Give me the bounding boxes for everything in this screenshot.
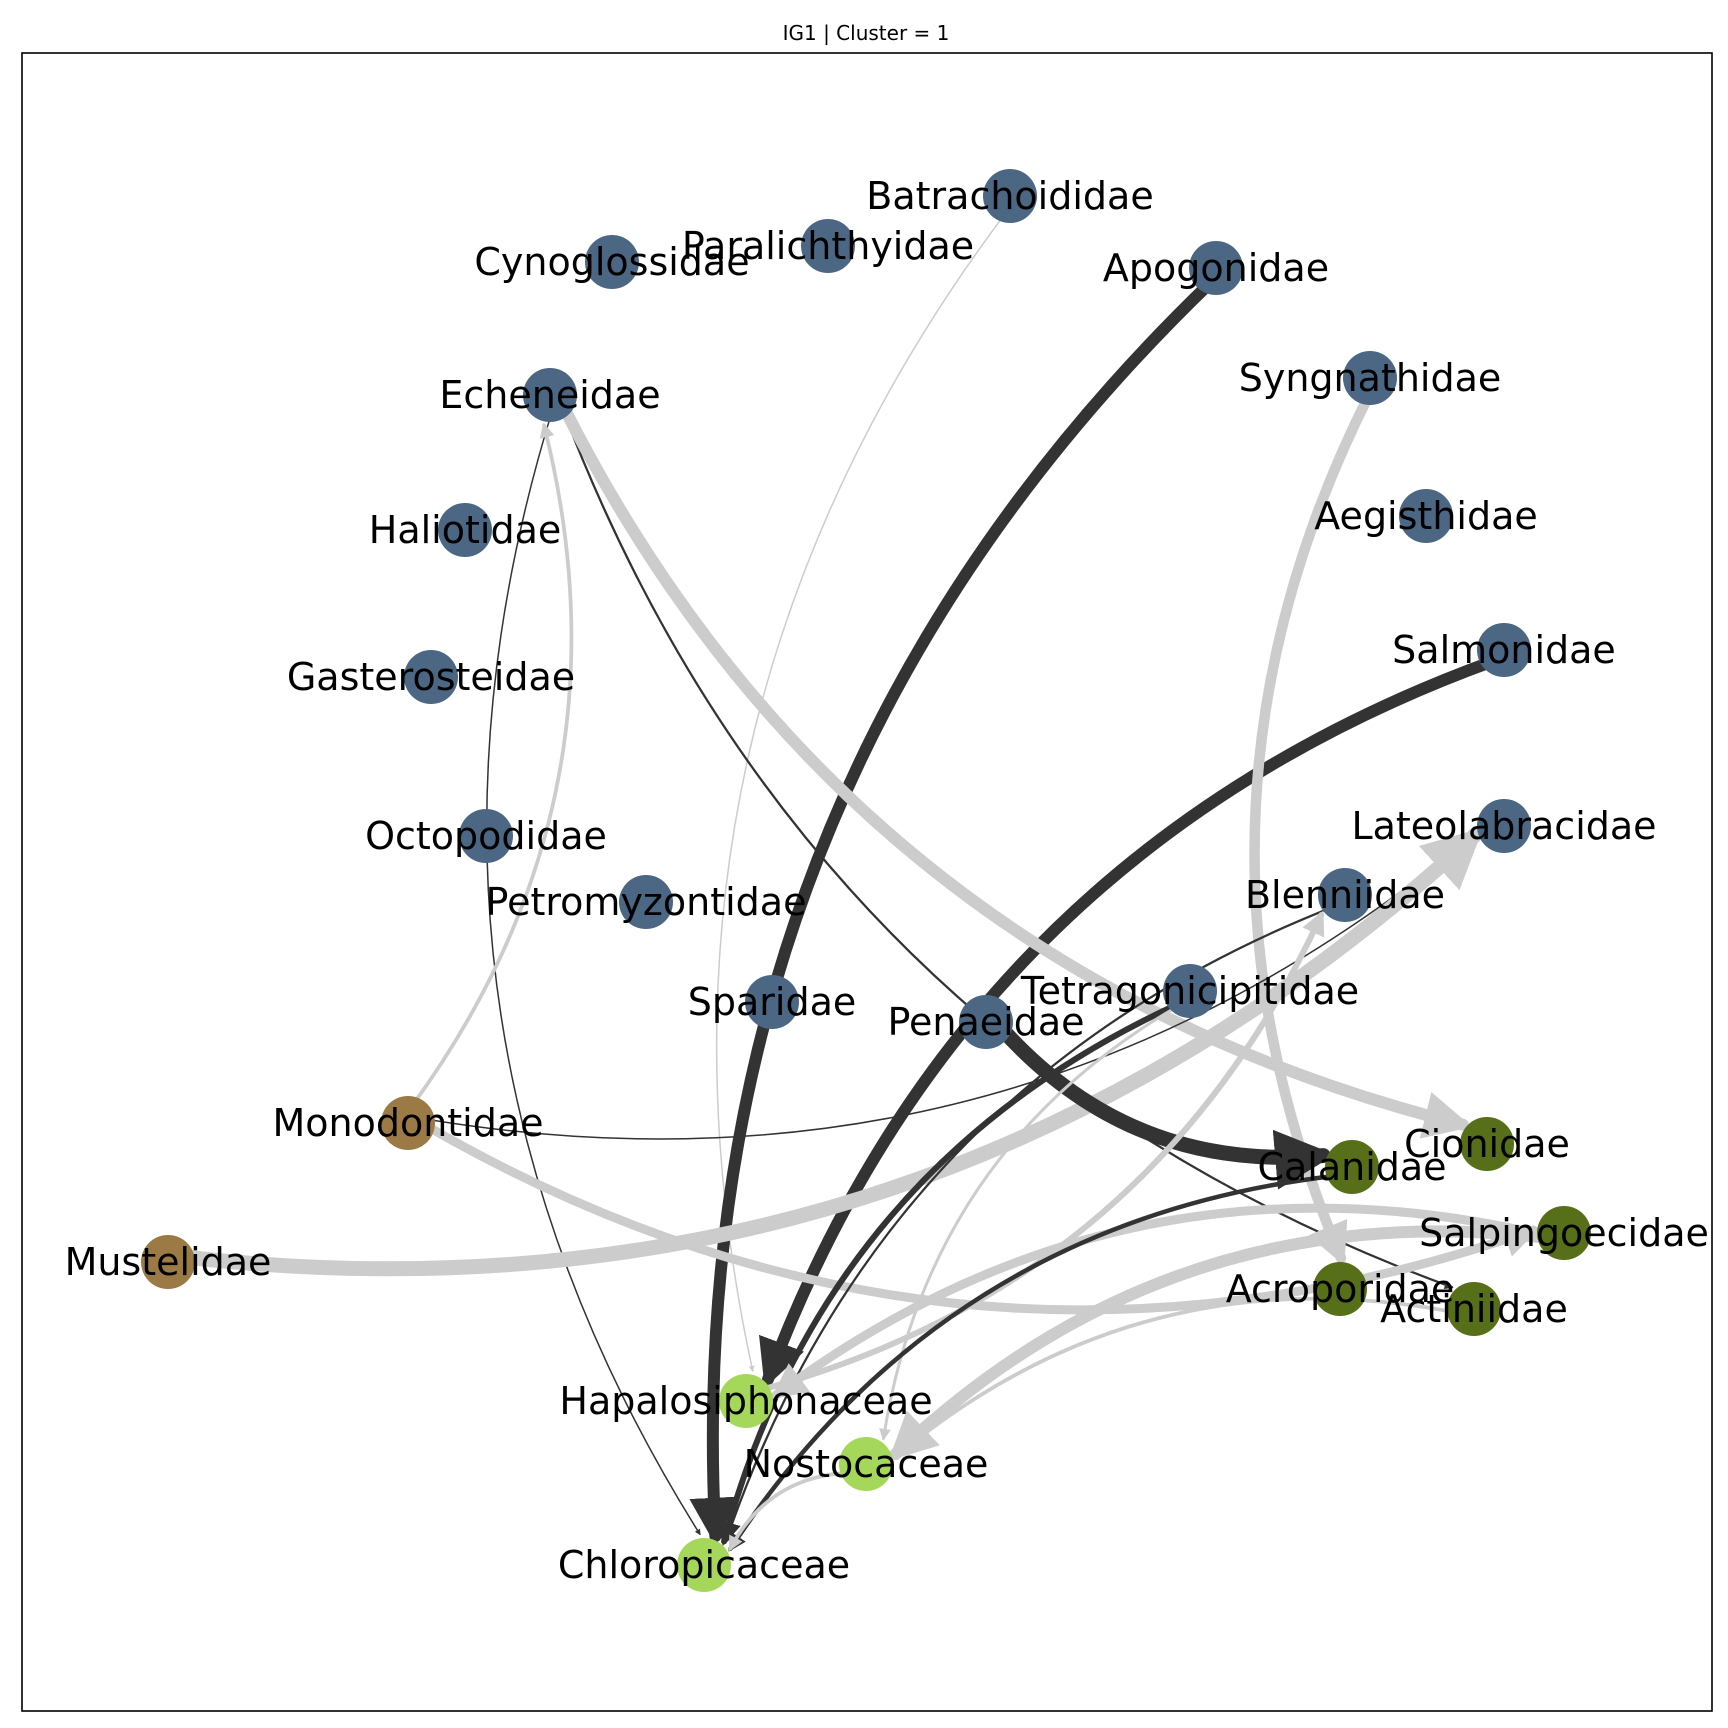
node-label-mustelidae: Mustelidae bbox=[65, 1240, 272, 1284]
node-chloropicaceae bbox=[677, 1538, 731, 1592]
node-echeneidae bbox=[523, 368, 577, 422]
node-label-aegisthidae: Aegisthidae bbox=[1314, 494, 1538, 538]
node-label-apogonidae: Apogonidae bbox=[1103, 246, 1329, 290]
node-label-salmonidae: Salmonidae bbox=[1392, 628, 1616, 672]
node-calanidae bbox=[1325, 1140, 1379, 1194]
edge-hapalosiphonaceae-to-blenniidae bbox=[755, 910, 1325, 1394]
edge-monodontidae-to-lateolabracidae bbox=[422, 833, 1476, 1140]
edge-salpingoecidae-to-hapalosiphonaceae bbox=[770, 1203, 1553, 1400]
node-hapalosiphonaceae bbox=[719, 1374, 773, 1428]
node-label-calanidae: Calanidae bbox=[1257, 1145, 1446, 1189]
node-label-gasterosteidae: Gasterosteidae bbox=[287, 655, 575, 699]
node-actiniidae bbox=[1447, 1282, 1501, 1336]
edge-salpingoecidae-to-nostocaceae bbox=[888, 1225, 1555, 1461]
node-label-salpingoecidae: Salpingoecidae bbox=[1419, 1211, 1709, 1255]
node-cynoglossidae bbox=[585, 235, 639, 289]
node-lateolabracidae bbox=[1477, 799, 1531, 853]
node-syngnathidae bbox=[1343, 351, 1397, 405]
node-paralichthyidae bbox=[801, 219, 855, 273]
edge-mustelidae-to-lateolabracidae bbox=[175, 827, 1484, 1277]
edge-salmonidae-to-hapalosiphonaceae bbox=[759, 655, 1499, 1389]
plot-title: IG1 | Cluster = 1 bbox=[783, 21, 950, 45]
node-label-sparidae: Sparidae bbox=[688, 980, 857, 1024]
node-label-acroporidae: Acroporidae bbox=[1226, 1267, 1455, 1311]
node-label-haliotidae: Haliotidae bbox=[369, 508, 561, 552]
node-cionidae bbox=[1460, 1117, 1514, 1171]
node-label-paralichthyidae: Paralichthyidae bbox=[682, 224, 974, 268]
labels-layer: Batrachoididae ParalichthyidaeCynoglossid… bbox=[65, 174, 1709, 1587]
node-label-batrachoididae: Batrachoididae bbox=[866, 174, 1153, 218]
node-monodontidae bbox=[381, 1096, 435, 1150]
node-label-tetragonicipitidae: Tetragonicipitidae bbox=[1020, 969, 1359, 1013]
node-salpingoecidae bbox=[1537, 1206, 1591, 1260]
edge-calanidae-to-chloropicaceae bbox=[728, 1173, 1341, 1552]
node-label-cynoglossidae: Cynoglossidae bbox=[474, 240, 749, 284]
node-blenniidae bbox=[1318, 868, 1372, 922]
node-label-monodontidae: Monodontidae bbox=[272, 1101, 543, 1145]
edge-blenniidae-to-chloropicaceae bbox=[723, 905, 1335, 1545]
node-gasterosteidae bbox=[404, 650, 458, 704]
node-octopodidae bbox=[459, 809, 513, 863]
node-apogonidae bbox=[1189, 241, 1243, 295]
node-nostocaceae bbox=[839, 1437, 893, 1491]
edge-echeneidae-to-cionidae bbox=[556, 399, 1473, 1139]
node-acroporidae bbox=[1313, 1262, 1367, 1316]
edge-nostocaceae-to-chloropicaceae bbox=[728, 1470, 855, 1552]
node-label-chloropicaceae: Chloropicaceae bbox=[558, 1543, 850, 1587]
node-label-nostocaceae: Nostocaceae bbox=[744, 1442, 989, 1486]
node-label-actiniidae: Actiniidae bbox=[1380, 1287, 1568, 1331]
node-label-petromyzontidae: Petromyzontidae bbox=[486, 880, 807, 924]
edge-echeneidae-to-chloropicaceae bbox=[486, 410, 701, 1536]
node-label-cionidae: Cionidae bbox=[1404, 1122, 1570, 1166]
node-petromyzontidae bbox=[619, 875, 673, 929]
node-sparidae bbox=[745, 975, 799, 1029]
edge-batrachoididae-to-hapalosiphonaceae bbox=[715, 211, 1008, 1372]
node-label-blenniidae: Blenniidae bbox=[1245, 873, 1445, 917]
edge-tetragonicipitidae-to-nostocaceae bbox=[879, 1002, 1183, 1441]
node-batrachoididae bbox=[983, 169, 1037, 223]
nodes-layer bbox=[141, 169, 1591, 1592]
node-mustelidae bbox=[141, 1235, 195, 1289]
node-label-echeneidae: Echeneidae bbox=[439, 373, 660, 417]
node-label-penaeidae: Penaeidae bbox=[887, 1000, 1084, 1044]
edge-penaeidae-to-calanidae bbox=[993, 1020, 1336, 1190]
node-label-lateolabracidae: Lateolabracidae bbox=[1351, 804, 1656, 848]
node-penaeidae bbox=[959, 995, 1013, 1049]
node-aegisthidae bbox=[1399, 489, 1453, 543]
node-label-syngnathidae: Syngnathidae bbox=[1239, 356, 1502, 400]
node-salmonidae bbox=[1477, 623, 1531, 677]
edge-tetragonicipitidae-to-chloropicaceae bbox=[717, 1000, 1183, 1546]
node-label-octopodidae: Octopodidae bbox=[365, 814, 607, 858]
edge-monodontidae-to-echeneidae bbox=[409, 422, 574, 1109]
node-label-hapalosiphonaceae: Hapalosiphonaceae bbox=[559, 1379, 932, 1423]
edge-actiniidae-to-nostocaceae bbox=[893, 1296, 1461, 1459]
plot-frame bbox=[21, 52, 1713, 1712]
node-tetragonicipitidae bbox=[1163, 964, 1217, 1018]
node-haliotidae bbox=[438, 503, 492, 557]
